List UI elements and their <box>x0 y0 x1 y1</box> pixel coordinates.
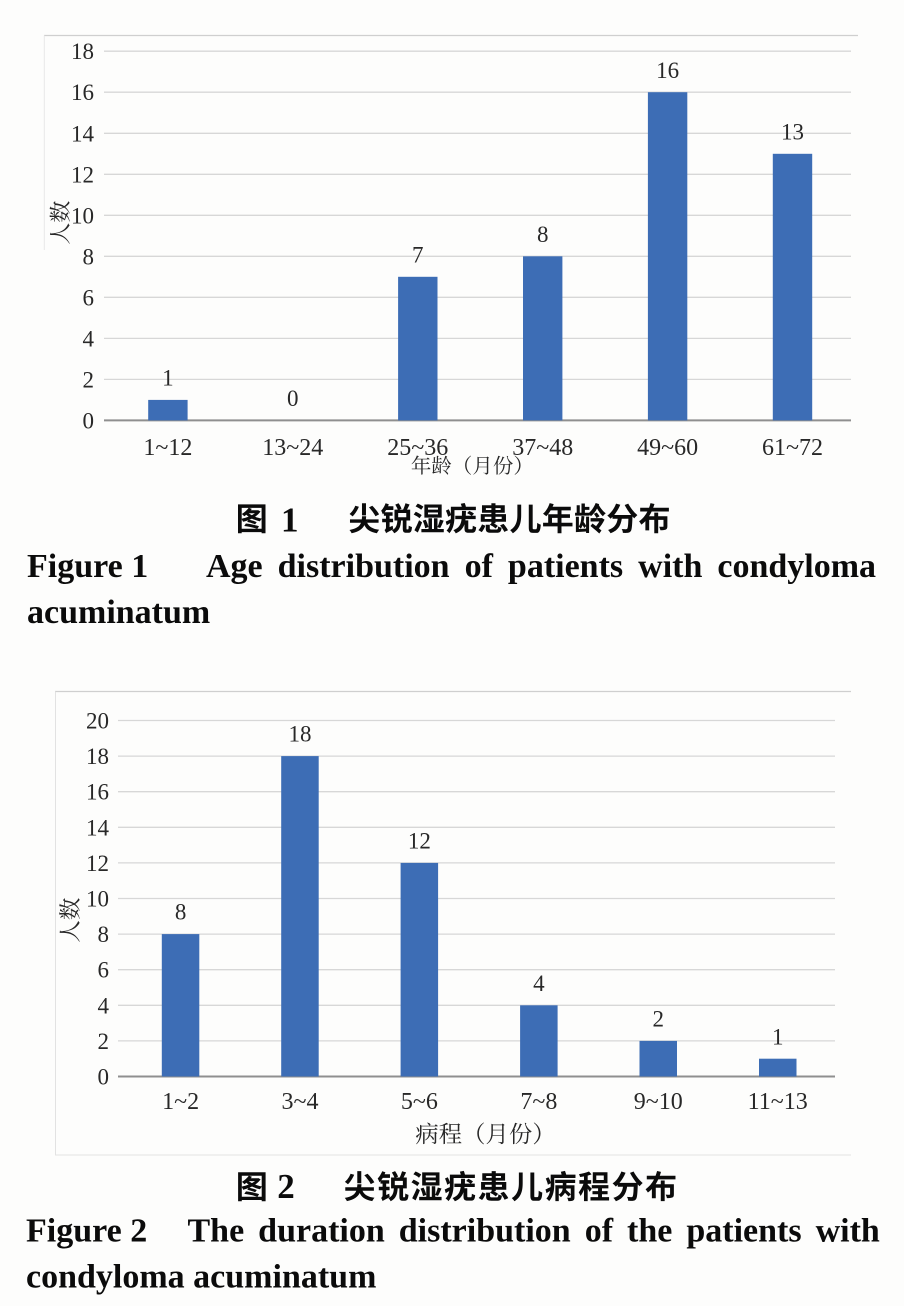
svg-text:49~60: 49~60 <box>637 435 698 461</box>
svg-text:acuminatum: acuminatum <box>27 594 210 631</box>
svg-text:16: 16 <box>86 780 109 805</box>
svg-text:20: 20 <box>86 709 109 734</box>
svg-text:1~2: 1~2 <box>162 1089 199 1115</box>
svg-text:0: 0 <box>287 386 299 411</box>
svg-text:3~4: 3~4 <box>282 1089 319 1115</box>
svg-text:1: 1 <box>281 501 299 540</box>
svg-text:2: 2 <box>653 1007 665 1032</box>
svg-text:1: 1 <box>772 1024 784 1049</box>
svg-text:2: 2 <box>83 367 95 392</box>
svg-text:61~72: 61~72 <box>762 435 823 461</box>
svg-text:Figure 1: Figure 1 <box>27 548 148 585</box>
svg-text:The duration distribution of t: The duration distribution of the patient… <box>188 1213 880 1250</box>
svg-text:6: 6 <box>83 285 95 310</box>
svg-text:4: 4 <box>98 993 110 1018</box>
svg-text:12: 12 <box>408 829 431 854</box>
svg-text:1: 1 <box>162 366 174 391</box>
svg-text:14: 14 <box>71 121 95 146</box>
svg-text:10: 10 <box>71 203 94 228</box>
svg-text:2: 2 <box>98 1029 110 1054</box>
svg-text:5~6: 5~6 <box>401 1089 438 1115</box>
svg-text:6: 6 <box>98 958 110 983</box>
svg-text:37~48: 37~48 <box>512 435 573 461</box>
svg-text:13: 13 <box>781 119 804 144</box>
svg-text:0: 0 <box>98 1065 110 1090</box>
svg-text:7: 7 <box>412 242 424 267</box>
svg-text:16: 16 <box>656 58 679 83</box>
svg-text:Age distribution of patients w: Age distribution of patients with condyl… <box>206 548 876 585</box>
svg-text:9~10: 9~10 <box>634 1089 683 1115</box>
svg-text:0: 0 <box>83 408 95 433</box>
svg-text:14: 14 <box>86 815 110 840</box>
svg-text:8: 8 <box>175 900 187 925</box>
svg-text:8: 8 <box>98 922 110 947</box>
svg-text:4: 4 <box>533 971 545 996</box>
svg-text:18: 18 <box>71 39 94 64</box>
svg-text:10: 10 <box>86 887 109 912</box>
svg-text:condyloma acuminatum: condyloma acuminatum <box>26 1259 376 1296</box>
svg-text:1~12: 1~12 <box>143 435 192 461</box>
svg-text:Figure 2: Figure 2 <box>26 1213 147 1250</box>
svg-text:12: 12 <box>86 851 109 876</box>
svg-text:2: 2 <box>277 1167 295 1206</box>
svg-text:8: 8 <box>537 222 549 247</box>
svg-text:18: 18 <box>289 722 312 747</box>
svg-text:12: 12 <box>71 162 94 187</box>
svg-text:7~8: 7~8 <box>520 1089 557 1115</box>
svg-text:16: 16 <box>71 80 94 105</box>
svg-text:18: 18 <box>86 744 109 769</box>
svg-text:13~24: 13~24 <box>262 435 323 461</box>
svg-text:8: 8 <box>83 244 95 269</box>
svg-text:4: 4 <box>83 326 95 351</box>
svg-text:11~13: 11~13 <box>748 1089 808 1115</box>
